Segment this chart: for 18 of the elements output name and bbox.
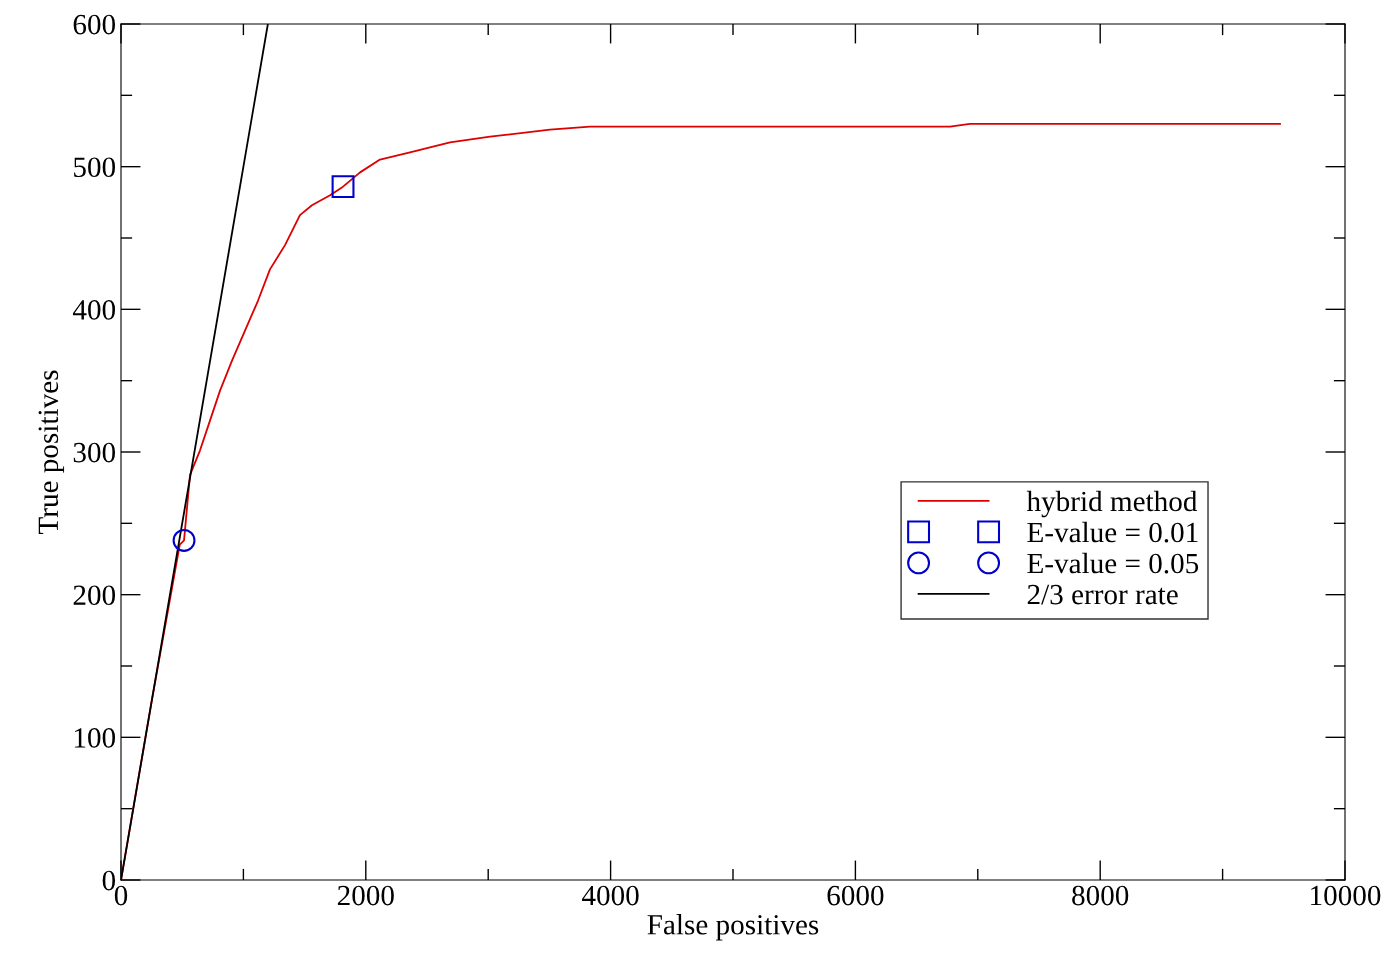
x-tick-label: 6000 (827, 885, 884, 906)
y-tick-label: 400 (72, 300, 116, 320)
x-axis-title: False positives (647, 914, 819, 941)
y-tick-label: 600 (73, 14, 116, 35)
y-tick-label: 200 (73, 585, 116, 606)
y-tick-label: 0 (102, 870, 116, 891)
legend-label: E-value = 0.05 (1027, 552, 1199, 574)
y-tick-label: 500 (74, 157, 116, 178)
legend-label: E-value = 0.01 (1027, 521, 1198, 543)
y-axis-title: True positives (38, 370, 65, 534)
legend-label: 2/3 error rate (1027, 584, 1178, 605)
legend-label: hybrid method (1026, 490, 1198, 518)
x-tick-label: 4000 (582, 885, 639, 906)
y-tick-label: 300 (73, 442, 116, 463)
x-tick-label: 2000 (337, 885, 394, 906)
x-tick-label: 8000 (1072, 885, 1129, 906)
x-tick-label: 10000 (1311, 885, 1381, 906)
y-tick-label: 100 (74, 728, 116, 748)
